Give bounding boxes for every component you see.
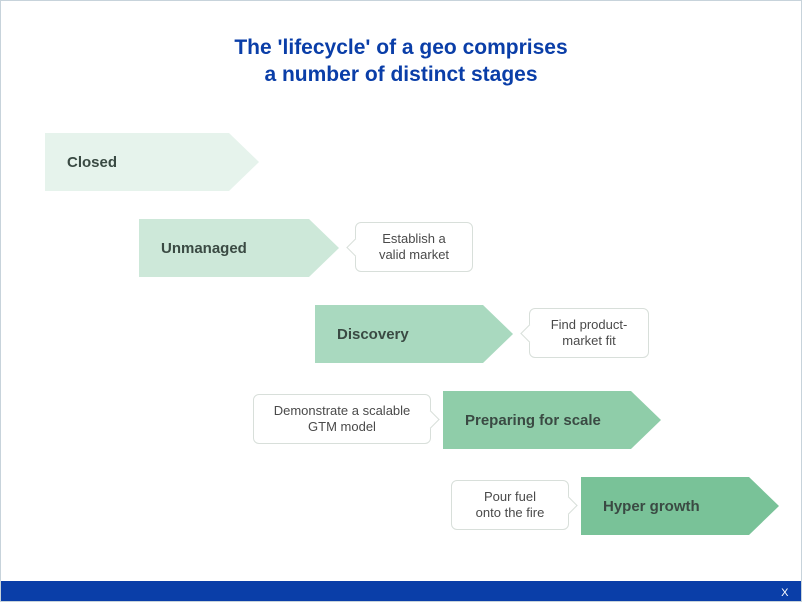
footer-bar: X	[1, 581, 801, 601]
stage-label-hyper: Hyper growth	[581, 498, 700, 515]
stage-label-closed: Closed	[45, 154, 117, 171]
stage-discovery: Discovery	[315, 305, 513, 363]
stage-preparing: Preparing for scale	[443, 391, 661, 449]
callout-preparing: Demonstrate a scalable GTM model	[253, 394, 431, 444]
stage-closed: Closed	[45, 133, 259, 191]
stage-label-unmanaged: Unmanaged	[139, 240, 247, 257]
callout-discovery: Find product- market fit	[529, 308, 649, 358]
callout-unmanaged: Establish a valid market	[355, 222, 473, 272]
slide-canvas: The 'lifecycle' of a geo comprises a num…	[0, 0, 802, 602]
callout-hyper: Pour fuel onto the fire	[451, 480, 569, 530]
stage-label-discovery: Discovery	[315, 326, 409, 343]
stage-unmanaged: Unmanaged	[139, 219, 339, 277]
stage-label-preparing: Preparing for scale	[443, 412, 601, 429]
slide-title: The 'lifecycle' of a geo comprises a num…	[1, 35, 801, 89]
stage-hyper: Hyper growth	[581, 477, 779, 535]
footer-marker: X	[781, 587, 789, 599]
